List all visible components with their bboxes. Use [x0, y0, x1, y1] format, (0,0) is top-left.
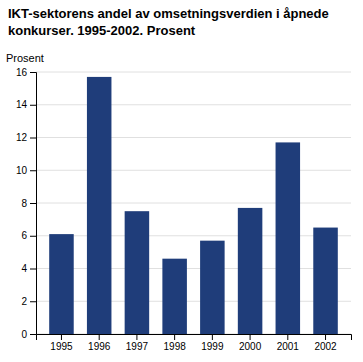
y-tick-mark	[30, 138, 36, 139]
x-tick-label: 2001	[277, 341, 300, 352]
y-tick-label: 14	[16, 99, 28, 110]
grid-line	[36, 104, 351, 105]
bars	[49, 77, 338, 334]
y-tick-label: 10	[16, 165, 28, 176]
x-tick-label: 2000	[239, 341, 262, 352]
y-tick-mark	[30, 301, 36, 302]
bar	[200, 241, 225, 334]
bar	[125, 211, 150, 334]
y-tick: 0	[21, 329, 36, 340]
grid	[36, 72, 351, 334]
x-tick-mark	[61, 334, 62, 340]
bar	[238, 208, 263, 334]
grid-line	[36, 301, 351, 302]
y-axis-line	[30, 73, 37, 335]
x-tick-mark	[136, 334, 137, 340]
grid-line	[36, 268, 351, 269]
y-tick: 4	[21, 263, 36, 274]
title: IKT-sektorens andel av omsetningsverdien…	[8, 6, 329, 38]
y-tick: 2	[21, 296, 36, 307]
x-tick-mark	[287, 334, 288, 340]
y-axis-label: Prosent	[6, 52, 44, 64]
y-tick-label: 6	[21, 230, 27, 241]
x-tick-mark	[99, 334, 100, 340]
chart: IKT-sektorens andel av omsetningsverdien…	[0, 0, 363, 362]
x-axis: 1995 1996 1997 1998 1999 2000 2001 2002	[37, 334, 352, 352]
bar	[87, 77, 112, 334]
x-tick-label: 1998	[164, 341, 187, 352]
grid-line	[36, 235, 351, 236]
x-tick: 1999	[201, 334, 224, 352]
plot: 0 2 4 6 8 10 12 14 16 1995 1996 1997 1998 1999 2000 200…	[16, 67, 352, 352]
y-tick-label: 16	[16, 67, 28, 78]
y-tick-mark	[30, 236, 36, 237]
x-tick-mark	[325, 334, 326, 340]
bar	[276, 142, 301, 334]
y-tick-label: 12	[16, 132, 28, 143]
title-line: konkurser. 1995-2002. Prosent	[8, 23, 196, 38]
y-tick: 6	[21, 230, 36, 241]
grid-line	[36, 137, 351, 138]
y-tick-mark	[30, 72, 36, 73]
x-tick: 1997	[126, 334, 149, 352]
y-tick-mark	[30, 203, 36, 204]
x-tick-label: 1997	[126, 341, 149, 352]
title-line: IKT-sektorens andel av omsetningsverdien…	[8, 6, 329, 21]
x-tick: 1996	[88, 334, 111, 352]
y-tick: 12	[16, 132, 36, 143]
x-tick: 2001	[277, 334, 300, 352]
x-tick: 2000	[239, 334, 262, 352]
y-tick-label: 0	[21, 329, 27, 340]
bar	[49, 234, 74, 334]
grid-line	[36, 203, 351, 204]
x-tick: 1995	[50, 334, 73, 352]
bar	[313, 228, 338, 334]
x-tick: 1998	[164, 334, 187, 352]
x-tick-mark	[250, 334, 251, 340]
y-tick: 14	[16, 99, 36, 110]
y-tick-mark	[30, 105, 36, 106]
y-tick-label: 4	[21, 263, 27, 274]
x-tick-label: 1999	[201, 341, 224, 352]
y-tick-mark	[30, 170, 36, 171]
x-tick-mark	[174, 334, 175, 340]
x-tick-label: 1995	[50, 341, 73, 352]
bar	[162, 259, 187, 334]
y-tick-label: 8	[21, 198, 27, 209]
x-tick: 2002	[314, 334, 337, 352]
y-tick: 16	[16, 67, 36, 78]
y-tick: 10	[16, 165, 36, 176]
x-tick-mark	[212, 334, 213, 340]
grid-line	[36, 72, 351, 73]
y-axis: 0 2 4 6 8 10 12 14 16	[16, 67, 37, 340]
y-tick: 8	[21, 198, 36, 209]
y-tick-mark	[30, 334, 36, 335]
x-axis-line	[37, 335, 352, 341]
x-tick-label: 1996	[88, 341, 111, 352]
x-tick-label: 2002	[314, 341, 337, 352]
grid-line	[36, 170, 351, 171]
y-tick-mark	[30, 269, 36, 270]
y-tick-label: 2	[21, 296, 27, 307]
